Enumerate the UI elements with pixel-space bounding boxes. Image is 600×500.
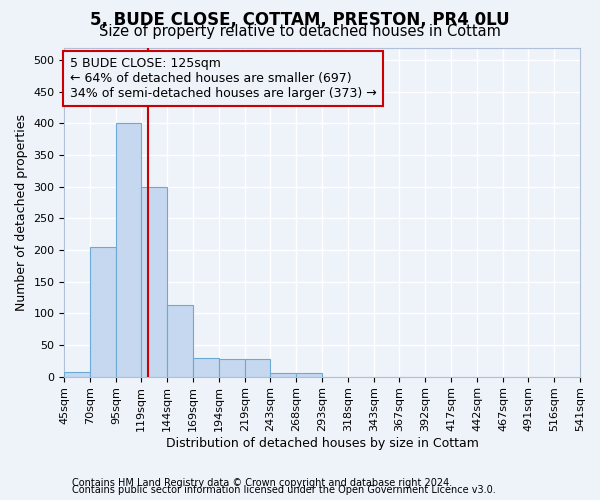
Bar [142, 186, 167, 376]
Bar [91, 247, 116, 376]
Bar [245, 359, 270, 376]
Text: Contains public sector information licensed under the Open Government Licence v3: Contains public sector information licen… [72, 485, 496, 495]
Bar [193, 358, 219, 376]
Bar [296, 374, 322, 376]
Bar [64, 372, 91, 376]
Bar [219, 359, 245, 376]
Bar [116, 124, 142, 376]
Text: 5, BUDE CLOSE, COTTAM, PRESTON, PR4 0LU: 5, BUDE CLOSE, COTTAM, PRESTON, PR4 0LU [90, 11, 510, 29]
Text: Size of property relative to detached houses in Cottam: Size of property relative to detached ho… [99, 24, 501, 39]
Y-axis label: Number of detached properties: Number of detached properties [15, 114, 28, 310]
Bar [167, 305, 193, 376]
Text: Contains HM Land Registry data © Crown copyright and database right 2024.: Contains HM Land Registry data © Crown c… [72, 478, 452, 488]
Text: 5 BUDE CLOSE: 125sqm
← 64% of detached houses are smaller (697)
34% of semi-deta: 5 BUDE CLOSE: 125sqm ← 64% of detached h… [70, 57, 376, 100]
X-axis label: Distribution of detached houses by size in Cottam: Distribution of detached houses by size … [166, 437, 479, 450]
Bar [270, 373, 296, 376]
